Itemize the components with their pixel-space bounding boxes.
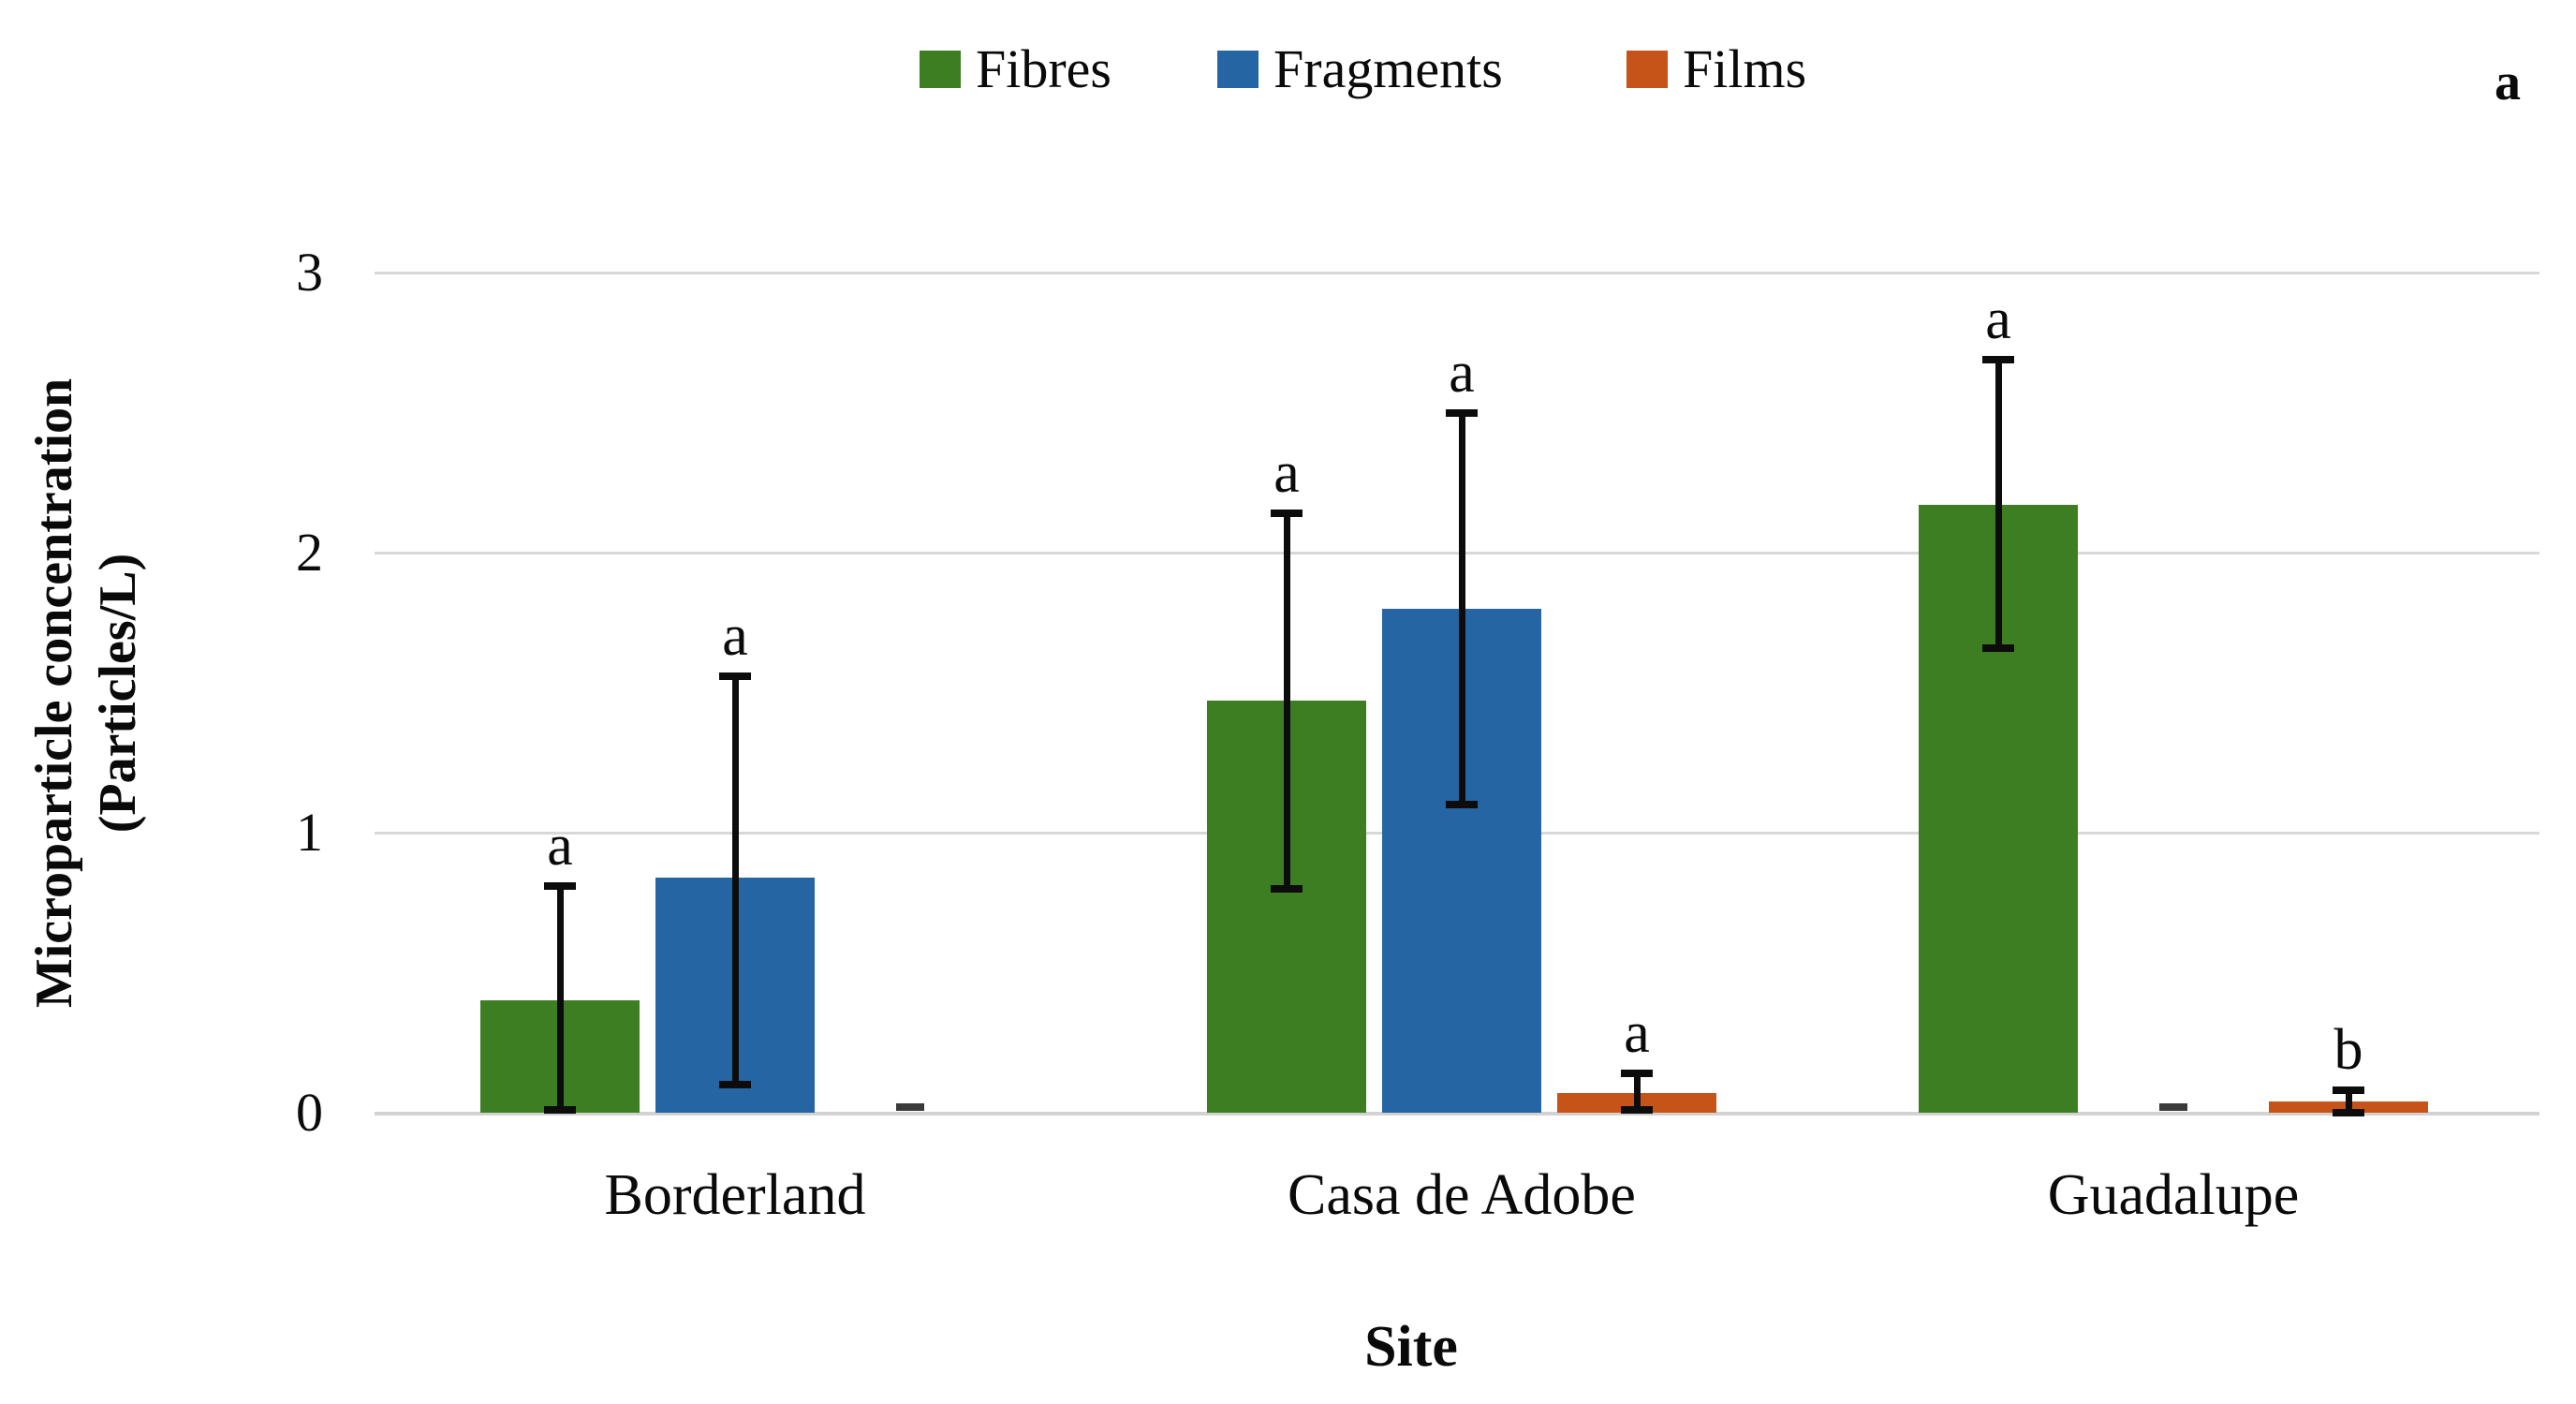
error-bar <box>731 675 739 1086</box>
significance-letter: a <box>1985 287 2011 351</box>
significance-letter: a <box>547 813 573 878</box>
error-bar-cap <box>1271 884 1303 893</box>
legend-swatch-fibres <box>920 51 961 88</box>
y-tick-label: 0 <box>296 1082 323 1143</box>
error-bar-cap <box>1982 643 2014 652</box>
error-bar-cap <box>1982 355 2014 363</box>
error-bar-cap <box>544 1106 576 1114</box>
error-bar <box>1995 359 2002 648</box>
legend-label: Fragments <box>1273 38 1503 99</box>
y-axis-title-line1: Microparticle concentration <box>25 377 83 1009</box>
x-category-label: Casa de Adobe <box>1288 1163 1636 1227</box>
y-axis-title-line2: (Particles/L) <box>89 553 147 834</box>
error-bar <box>1458 412 1465 805</box>
error-bar-cap <box>2333 1086 2364 1095</box>
error-bar-cap <box>719 1081 751 1089</box>
y-axis-title: Microparticle concentration (Particles/L… <box>22 178 154 1208</box>
gridline <box>375 272 2539 274</box>
error-bar-cap <box>1446 408 1478 417</box>
near-zero-bar-marker <box>2159 1103 2187 1111</box>
legend-swatch-films <box>1627 51 1668 88</box>
legend-label: Films <box>1683 38 1807 99</box>
panel-label: a <box>2495 53 2521 111</box>
legend-item-fibres: Fibres <box>920 42 1111 96</box>
error-bar <box>1633 1073 1641 1110</box>
error-bar-cap <box>1621 1106 1653 1114</box>
x-category-label: Borderland <box>604 1163 866 1227</box>
legend-item-films: Films <box>1627 42 1806 96</box>
error-bar-cap <box>719 672 751 680</box>
legend-swatch-fragments <box>1217 51 1259 88</box>
y-tick-label: 1 <box>296 802 323 863</box>
error-bar-cap <box>1621 1070 1653 1078</box>
y-tick-label: 3 <box>296 242 323 303</box>
legend-item-fragments: Fragments <box>1217 42 1503 96</box>
significance-letter: a <box>722 603 748 668</box>
significance-letter: b <box>2333 1018 2363 1083</box>
near-zero-bar-marker <box>896 1103 924 1111</box>
significance-letter: a <box>1624 1001 1650 1066</box>
error-bar-cap <box>1446 801 1478 809</box>
x-axis-title: Site <box>1364 1315 1458 1379</box>
significance-letter: a <box>1273 441 1300 506</box>
x-axis-line <box>375 1112 2539 1116</box>
gridline <box>375 552 2539 554</box>
x-category-label: Guadalupe <box>2047 1163 2300 1227</box>
significance-letter: a <box>1449 340 1475 405</box>
error-bar <box>1283 513 1290 889</box>
error-bar-cap <box>1271 510 1303 518</box>
error-bar-cap <box>544 881 576 890</box>
error-bar <box>556 885 564 1110</box>
y-tick-label: 2 <box>296 522 323 583</box>
legend-label: Fibres <box>976 38 1111 99</box>
error-bar <box>2345 1090 2352 1113</box>
error-bar-cap <box>2333 1109 2364 1116</box>
